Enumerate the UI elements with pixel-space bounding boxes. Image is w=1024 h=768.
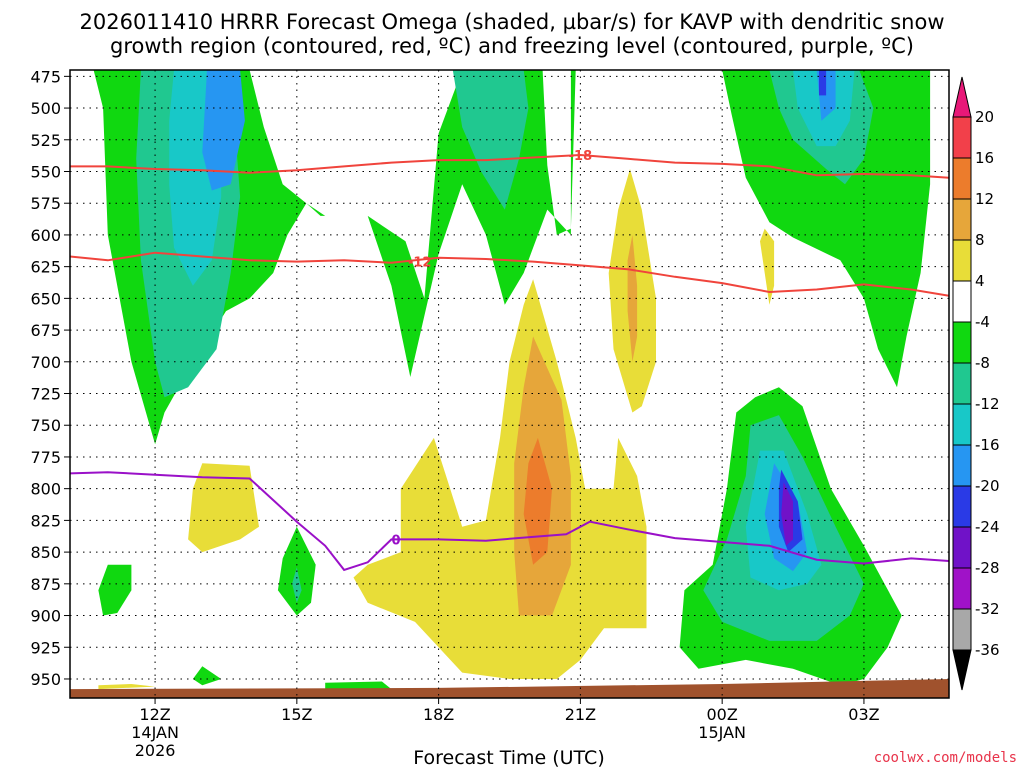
colorbar-bin-8 [952,444,972,487]
x-tick-label-1: 15Z [281,705,312,724]
colorbar-label-8: -16 [975,436,1000,454]
ground-terrain [70,679,949,698]
x-tick-label-2: 18Z [423,705,454,724]
y-tick-label-16: 875 [30,575,61,594]
contour-label-0: -18 [569,149,593,164]
credit-text: coolwx.com/models [874,750,1017,766]
omega-shaded-regions [93,70,931,690]
colorbar-bin-0 [952,116,972,159]
plot-frame [69,69,950,699]
colorbar-label-6: -8 [975,354,990,372]
colorbar-label-2: 12 [975,190,994,208]
colorbar-bin-4 [952,280,972,323]
omega-region-26 [325,681,392,690]
y-tick-label-9: 700 [30,353,61,372]
y-tick-label-12: 775 [30,448,61,467]
contour-label-2: 0 [392,533,401,548]
colorbar-label-12: -32 [975,600,1000,618]
omega-region-27 [98,684,156,690]
y-tick-label-2: 525 [30,131,61,150]
colorbar-bin-11 [952,567,972,610]
pressure-axis: 475 500 525 550 575 600 625 650 675 700 725 750 775 8… [30,67,70,689]
colorbar-bin-9 [952,485,972,528]
colorbar-label-0: 20 [975,108,994,126]
x-tick-label-3: 21Z [565,705,596,724]
colorbar-bin-7 [952,403,972,446]
colorbar-bin-12 [952,608,972,651]
x-tick-year-0: 2026 [135,741,176,760]
colorbar-label-11: -28 [975,559,1000,577]
y-tick-label-7: 650 [30,289,61,308]
omega-region-10 [523,437,552,565]
colorbar-bin-2 [952,198,972,241]
chart-title-line1: 2026011410 HRRR Forecast Omega (shaded, … [80,10,945,34]
x-axis-label: Forecast Time (UTC) [413,747,604,768]
ground-polygon [70,679,949,698]
y-tick-label-19: 950 [30,670,61,689]
y-tick-label-14: 825 [30,511,61,530]
omega-region-4 [452,70,529,210]
colorbar-label-9: -20 [975,477,1000,495]
omega-region-11 [188,463,259,553]
omega-region-21 [781,482,793,546]
colorbar-bin-5 [952,321,972,364]
y-tick-label-1: 500 [30,99,61,118]
omega-region-3 [202,70,245,191]
temperature-contours: -18 -12 0 [70,149,949,572]
omega-region-12 [98,564,132,616]
y-tick-label-10: 725 [30,385,61,404]
chart-title-line2: growth region (contoured, red, ºC) and f… [110,34,914,58]
y-tick-label-18: 925 [30,638,61,657]
omega-region-8 [353,279,647,679]
y-tick-label-8: 675 [30,321,61,340]
colorbar-bin-10 [952,526,972,569]
colorbar-label-5: -4 [975,313,990,331]
contour-label-1: -12 [408,256,432,271]
x-tick-label-4: 00Z [706,705,737,724]
y-tick-label-11: 750 [30,416,61,435]
y-tick-label-4: 575 [30,194,61,213]
x-tick-sublabel-0: 14JAN [131,723,179,742]
colorbar-bottom-arrow [952,649,972,691]
omega-region-25 [819,70,827,96]
y-tick-label-13: 800 [30,480,61,499]
contour-line-1 [70,251,949,297]
colorbar-label-1: 16 [975,149,994,167]
colorbar-top-arrow [952,76,972,118]
colorbar-bin-3 [952,239,972,282]
y-tick-label-3: 550 [30,162,61,181]
y-tick-label-15: 850 [30,543,61,562]
omega-colorbar: 20 16 12 8 4 -4 -8 -12 -16 -20 -24 -28 -32 -36 [952,76,1000,691]
contour-line-0 [70,153,949,179]
colorbar-bin-1 [952,157,972,200]
omega-region-15 [192,666,222,686]
colorbar-bin-6 [952,362,972,405]
y-tick-label-0: 475 [30,67,61,86]
colorbar-label-13: -36 [975,641,1000,659]
colorbar-label-4: 4 [975,272,985,290]
colorbar-label-3: 8 [975,231,985,249]
y-tick-label-6: 625 [30,258,61,277]
x-tick-sublabel-4: 15JAN [698,723,746,742]
omega-region-7 [760,228,775,305]
x-tick-label-5: 03Z [848,705,879,724]
colorbar-label-10: -24 [975,518,1000,536]
colorbar-label-7: -12 [975,395,1000,413]
x-tick-label-0: 12Z [139,705,170,724]
omega-region-0 [93,70,931,445]
y-tick-label-17: 900 [30,607,61,626]
omega-region-14 [292,567,302,603]
y-tick-label-5: 600 [30,226,61,245]
contour-line-2 [70,471,949,572]
